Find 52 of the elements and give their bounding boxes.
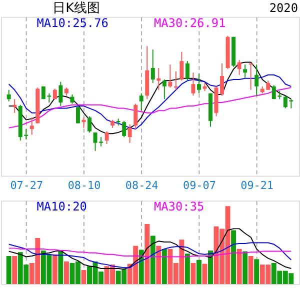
candlestick (191, 72, 196, 96)
x-tick-label: 09-07 (183, 179, 216, 192)
candlestick (70, 94, 74, 104)
x-tick-label: 08-10 (68, 179, 101, 192)
bar (162, 248, 167, 284)
text: MA10:20 (36, 200, 87, 214)
candlestick (58, 81, 63, 106)
x-tick-label: 08-24 (125, 179, 159, 192)
bar (236, 248, 242, 284)
candlestick (30, 117, 34, 136)
bar (190, 263, 196, 284)
candlestick (122, 120, 126, 138)
bar (196, 260, 202, 284)
bar (254, 259, 260, 284)
candlestick (104, 130, 109, 144)
bar (248, 256, 254, 284)
bar (156, 246, 162, 284)
bar (64, 261, 69, 284)
text: MA10:25.76 (36, 16, 108, 30)
candlestick (6, 89, 11, 102)
text: 2020 (269, 0, 298, 15)
candlestick (220, 62, 224, 96)
candlestick (162, 78, 166, 100)
bar (12, 256, 18, 284)
bar (81, 270, 86, 284)
candlestick (243, 64, 248, 79)
candlestick (237, 59, 242, 76)
bar (6, 256, 12, 284)
bar (208, 250, 213, 284)
x-tick-label: 07-27 (10, 179, 44, 192)
text: MA30:35 (154, 200, 204, 214)
bar (52, 254, 58, 284)
candlestick (88, 116, 92, 133)
candlestick (134, 103, 138, 130)
candlestick (139, 92, 144, 112)
candlestick (128, 124, 132, 144)
bar (150, 236, 156, 284)
x-tick-label: 09-21 (240, 179, 274, 192)
bar (144, 224, 150, 284)
candlestick (150, 49, 155, 84)
candlestick (168, 64, 172, 88)
bar (231, 230, 236, 284)
candlestick (196, 73, 201, 94)
chart-title: 日K线图 (52, 0, 100, 16)
candlestick (180, 51, 184, 82)
bar (242, 251, 248, 284)
text: MA30:26.91 (154, 16, 226, 30)
candlestick (254, 64, 259, 96)
bar (184, 254, 190, 284)
candlestick (76, 105, 80, 124)
candlestick (185, 60, 190, 82)
bar (58, 250, 64, 284)
